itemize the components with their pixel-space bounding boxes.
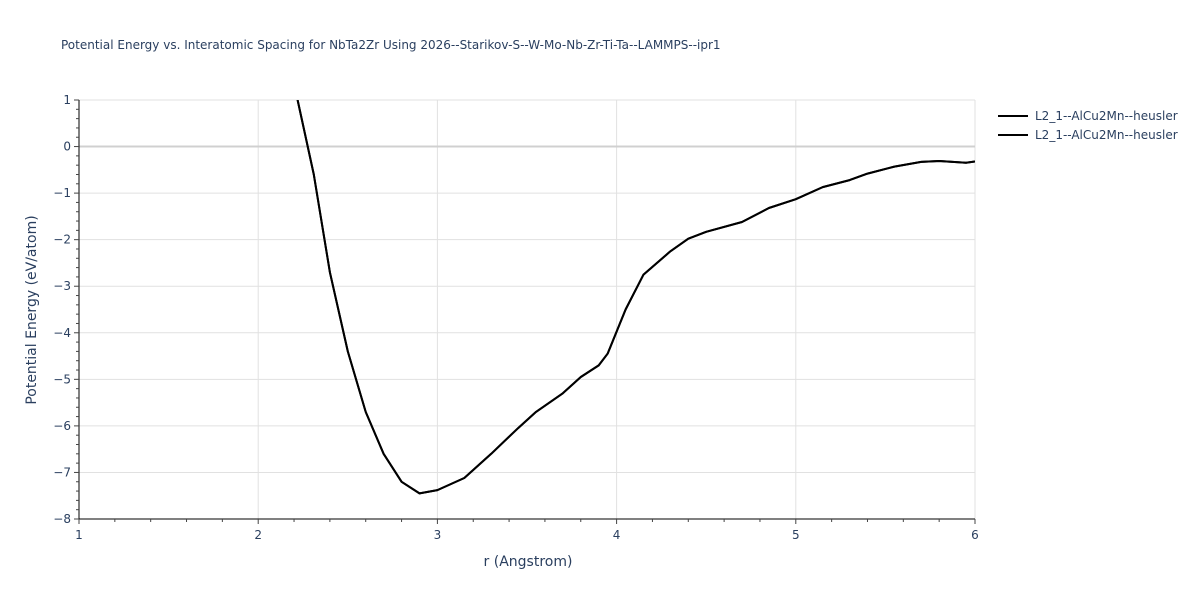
energy-curve[interactable] <box>296 100 975 495</box>
y-tick-label: −2 <box>53 233 71 247</box>
y-tick-label: 1 <box>63 93 71 107</box>
x-tick-label: 6 <box>971 528 979 542</box>
x-axis-title: r (Angstrom) <box>483 554 573 570</box>
x-tick-label: 5 <box>792 528 800 542</box>
legend-label: L2_1--AlCu2Mn--heusler <box>1035 127 1178 142</box>
y-tick-label: −4 <box>53 326 71 340</box>
axes: 1 0 −1 −2 −3 −4 −5 −6 −7 −8 1 2 3 4 5 6 <box>53 93 979 542</box>
y-tick-label: 0 <box>63 140 71 154</box>
energy-curve[interactable] <box>296 100 975 495</box>
gridlines <box>79 99 976 519</box>
y-tick-label: −6 <box>53 419 71 433</box>
chart-title: Potential Energy vs. Interatomic Spacing… <box>61 38 721 52</box>
legend-item[interactable]: L2_1--AlCu2Mn--heusler <box>998 125 1178 144</box>
x-tick-label: 1 <box>75 528 83 542</box>
x-tick-label: 3 <box>434 528 442 542</box>
line-swatch-icon <box>998 133 1028 136</box>
legend: L2_1--AlCu2Mn--heusler L2_1--AlCu2Mn--he… <box>998 106 1178 144</box>
y-tick-label: −8 <box>53 512 71 526</box>
legend-label: L2_1--AlCu2Mn--heusler <box>1035 108 1178 123</box>
x-tick-label: 2 <box>254 528 262 542</box>
line-swatch-icon <box>998 114 1028 117</box>
y-tick-label: −5 <box>53 372 71 386</box>
y-tick-label: −7 <box>53 465 71 479</box>
legend-item[interactable]: L2_1--AlCu2Mn--heusler <box>998 106 1178 125</box>
y-tick-label: −1 <box>53 186 71 200</box>
y-tick-label: −3 <box>53 279 71 293</box>
x-tick-label: 4 <box>613 528 621 542</box>
y-axis-title: Potential Energy (eV/atom) <box>24 215 40 405</box>
data-traces <box>296 100 975 495</box>
